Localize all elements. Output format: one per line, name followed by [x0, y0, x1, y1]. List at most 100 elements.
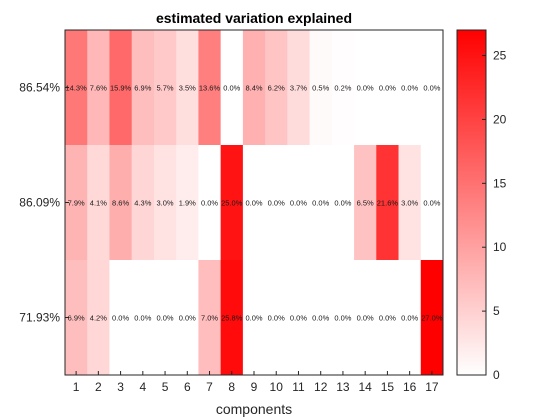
colorbar-tick-label: 0 [493, 368, 500, 382]
heatmap-cell [265, 260, 288, 376]
heatmap-cell [265, 145, 288, 261]
cell-label: 8.4% [245, 84, 262, 93]
x-tick-label: 1 [73, 380, 80, 394]
heatmap-cell [198, 145, 222, 261]
colorbar [456, 29, 487, 376]
heatmap-cell [153, 145, 177, 261]
cell-label: 21.6% [377, 199, 399, 208]
x-tick-label: 3 [117, 380, 124, 394]
cell-label: 4.1% [90, 199, 107, 208]
heatmap-cell [354, 260, 377, 376]
heatmap-cell [153, 30, 177, 146]
cell-label: 0.0% [334, 314, 351, 323]
x-tick-label: 2 [95, 380, 102, 394]
cell-label: 0.0% [379, 314, 396, 323]
x-tick-label: 7 [206, 380, 213, 394]
cell-label: 6.5% [357, 199, 374, 208]
cell-label: 3.0% [157, 199, 174, 208]
heatmap-cell [376, 260, 400, 376]
heatmap-cell [176, 145, 199, 261]
heatmap-cell [354, 30, 377, 146]
x-tick-label: 13 [336, 380, 350, 394]
chart-title: estimated variation explained [156, 10, 352, 26]
cell-label: 0.0% [357, 314, 374, 323]
heatmap-cell [131, 30, 155, 146]
heatmap-cell [242, 30, 266, 146]
x-tick-label: 15 [381, 380, 395, 394]
heatmap-cell [109, 260, 133, 376]
heatmap-cell [331, 30, 355, 146]
cell-label: 6.9% [134, 84, 151, 93]
heatmap-cell [331, 260, 355, 376]
heatmap-cell [220, 260, 244, 376]
cell-label: 14.3% [65, 84, 87, 93]
heatmap-cell [176, 30, 199, 146]
cell-label: 0.0% [245, 199, 262, 208]
cell-label: 0.2% [334, 84, 351, 93]
colorbar-tick-label: 5 [493, 304, 500, 318]
x-tick-label: 9 [251, 380, 258, 394]
heatmap-cell [376, 30, 400, 146]
cell-label: 0.0% [290, 199, 307, 208]
heatmap-cell [376, 145, 400, 261]
cell-label: 8.6% [112, 199, 129, 208]
heatmap-cell [242, 145, 266, 261]
heatmap-cell [109, 145, 133, 261]
x-tick-label: 4 [139, 380, 146, 394]
heatmap-cell [265, 30, 288, 146]
cell-label: 0.0% [379, 84, 396, 93]
cell-label: 0.0% [157, 314, 174, 323]
x-tick-label: 14 [358, 380, 372, 394]
cell-label: 6.2% [268, 84, 285, 93]
cell-label: 0.0% [423, 84, 440, 93]
heatmap-cell [354, 145, 377, 261]
cell-label: 0.0% [401, 314, 418, 323]
cell-label: 3.5% [179, 84, 196, 93]
cell-label: 4.2% [90, 314, 107, 323]
heatmap-cell [220, 145, 244, 261]
cell-label: 7.6% [90, 84, 107, 93]
heatmap-cell-labels: 14.3% 7.6% 15.9% 6.9% 5.7% 3.5% 13.6% 0.0% 8.4% 6… [65, 84, 442, 323]
heatmap-cell [198, 30, 222, 146]
cell-label: 0.0% [268, 314, 285, 323]
cell-label: 0.0% [334, 199, 351, 208]
heatmap-cell [309, 30, 333, 146]
cell-label: 13.6% [199, 84, 221, 93]
heatmap-cell [287, 145, 311, 261]
colorbar-ticks: 0 5 10 15 20 25 [482, 49, 507, 382]
heatmap-cell [309, 260, 333, 376]
y-tick-label: 86.09% [19, 196, 60, 210]
cell-label: 27.0% [421, 314, 443, 323]
heatmap-cell [131, 145, 155, 261]
heatmap-cell [198, 260, 222, 376]
cell-label: 1.9% [179, 199, 196, 208]
colorbar-tick-label: 25 [493, 49, 507, 63]
heatmap-cell [87, 30, 110, 146]
heatmap-cell [398, 145, 422, 261]
heatmap-cell [287, 30, 311, 146]
heatmap-cell [220, 30, 244, 146]
y-tick-label: 71.93% [19, 311, 60, 325]
heatmap-cell [420, 260, 444, 376]
heatmap-cell [420, 145, 444, 261]
heatmap-cell [87, 145, 110, 261]
colorbar-tick-label: 10 [493, 240, 507, 254]
heatmap-cell [420, 30, 444, 146]
y-tick-label: 86.54% [19, 81, 60, 95]
heatmap-cell [153, 260, 177, 376]
colorbar-tick-label: 20 [493, 112, 507, 126]
heatmap-cell [65, 260, 88, 376]
heatmap-cell [398, 30, 422, 146]
x-tick-label: 5 [162, 380, 169, 394]
cell-label: 0.0% [245, 314, 262, 323]
heatmap-cell [242, 260, 266, 376]
x-axis: 1 2 3 4 5 6 7 8 9 10 11 12 13 14 15 16 17 [73, 371, 439, 394]
cell-label: 3.7% [290, 84, 307, 93]
heatmap-cell [331, 145, 355, 261]
cell-label: 7.9% [68, 199, 85, 208]
cell-label: 0.0% [179, 314, 196, 323]
heatmap-cell [131, 260, 155, 376]
heatmap-cell [176, 260, 199, 376]
cell-label: 0.0% [401, 84, 418, 93]
